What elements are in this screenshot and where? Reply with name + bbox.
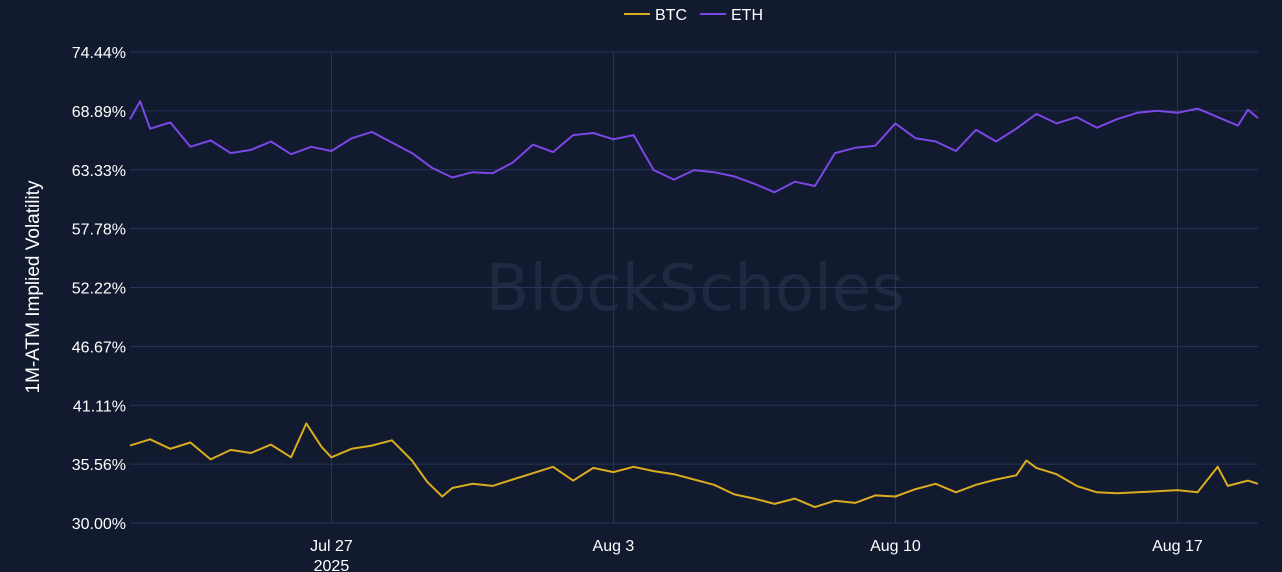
x-tick-label: Aug 3 bbox=[593, 538, 635, 555]
watermark-text: BlockScholes bbox=[485, 252, 904, 326]
series-layer bbox=[129, 100, 1259, 509]
legend-btc-label[interactable]: BTC bbox=[655, 7, 687, 24]
y-tick-label: 57.78% bbox=[72, 222, 126, 239]
y-tick-label: 35.56% bbox=[72, 457, 126, 474]
x-tick-year-label: 2025 bbox=[314, 558, 350, 572]
y-tick-label: 41.11% bbox=[73, 398, 126, 415]
y-tick-label: 46.67% bbox=[72, 339, 126, 356]
y-tick-label: 74.44% bbox=[72, 45, 126, 62]
x-tick-label: Jul 27 bbox=[310, 538, 353, 555]
y-tick-label: 63.33% bbox=[72, 163, 126, 180]
y-tick-label: 68.89% bbox=[72, 104, 126, 121]
y-tick-label: 30.00% bbox=[72, 516, 126, 533]
legend[interactable]: BTC ETH bbox=[624, 7, 763, 24]
grid-layer bbox=[130, 51, 1258, 524]
y-tick-label: 52.22% bbox=[72, 281, 126, 298]
series-line-eth bbox=[129, 100, 1259, 194]
x-tick-label: Aug 17 bbox=[1152, 538, 1203, 555]
series-line-btc bbox=[129, 422, 1259, 509]
tick-layer: 30.00% 35.56% 41.11% 46.67% 52.22% 57.78% 63.3… bbox=[72, 45, 1203, 572]
y-axis-title: 1M-ATM Implied Volatility bbox=[23, 180, 44, 393]
x-tick-label: Aug 10 bbox=[870, 538, 921, 555]
legend-eth-label[interactable]: ETH bbox=[731, 7, 763, 24]
